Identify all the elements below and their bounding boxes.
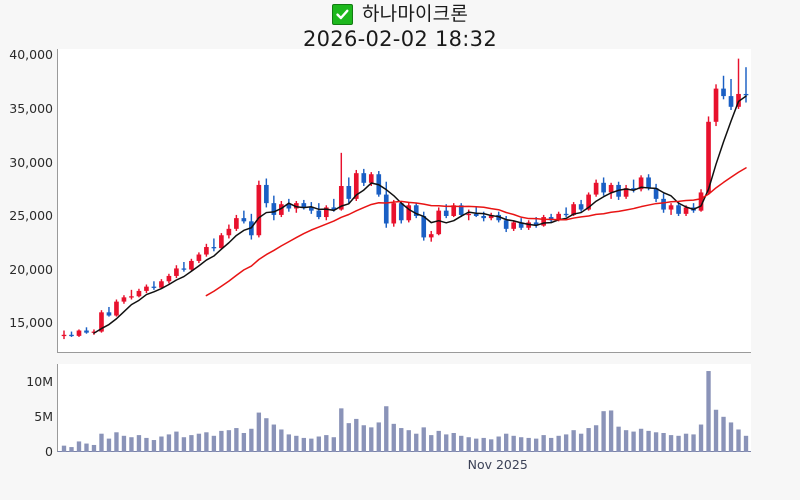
volume-tick-label: 0 — [45, 444, 53, 459]
x-axis-tick-label: Nov 2025 — [467, 457, 528, 472]
price-tick-label: 35,000 — [9, 100, 53, 116]
price-chart-panel[interactable] — [57, 49, 751, 353]
price-y-axis: 40,000 35,000 30,000 25,000 20,000 15,000 — [0, 47, 53, 353]
green-check-icon[interactable] — [331, 3, 353, 25]
timestamp-label: 2026-02-02 18:32 — [302, 27, 498, 51]
price-tick-label: 15,000 — [9, 315, 53, 330]
title-row: 하나마이크론 — [0, 1, 800, 27]
volume-tick-label: 10M — [26, 373, 53, 389]
price-tick-label: 25,000 — [9, 208, 53, 223]
page-title: 하나마이크론 — [361, 3, 469, 25]
subtitle-row: 2026-02-02 18:32 — [0, 27, 800, 51]
price-tick-label: 40,000 — [9, 47, 53, 63]
candlestick-plot — [61, 58, 749, 340]
price-tick-label: 20,000 — [9, 261, 53, 277]
price-tick-label: 30,000 — [9, 154, 53, 170]
volume-plot — [61, 371, 749, 452]
chart-header: 하나마이크론 2026-02-02 18:32 — [0, 0, 800, 51]
volume-chart-panel[interactable] — [57, 364, 751, 452]
volume-tick-label: 5M — [34, 408, 53, 424]
volume-y-axis: 0 5M 10M — [0, 364, 53, 459]
